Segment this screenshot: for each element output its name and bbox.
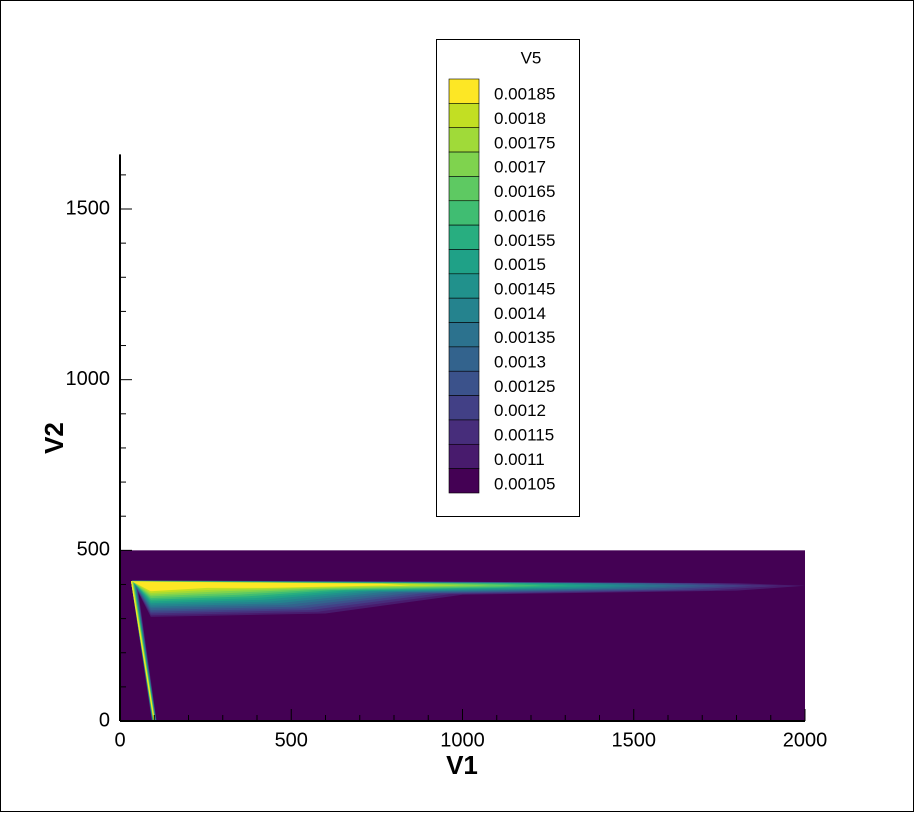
- legend-title: V5: [521, 48, 542, 67]
- legend-swatch: [448, 395, 480, 421]
- contour-region: [131, 581, 155, 721]
- legend-swatch: [448, 249, 480, 275]
- legend-swatch: [448, 103, 480, 129]
- legend-swatch: [448, 443, 480, 469]
- x-tick-label: 0: [114, 729, 125, 751]
- legend-swatch: [448, 151, 480, 177]
- contour-field: [120, 550, 805, 721]
- legend-swatch: [448, 176, 480, 202]
- y-tick-label: 0: [99, 709, 110, 731]
- y-tick-label: 1000: [66, 368, 111, 390]
- legend-label: 0.0016: [494, 206, 546, 225]
- legend-label: 0.0013: [494, 353, 546, 372]
- legend-label: 0.00115: [494, 426, 554, 445]
- x-tick-label: 500: [275, 729, 308, 751]
- legend-swatch: [448, 200, 480, 226]
- legend-label: 0.0012: [494, 401, 546, 420]
- y-axis-title: V2: [39, 422, 69, 454]
- x-axis-title: V1: [446, 750, 478, 780]
- legend-label: 0.00145: [494, 279, 555, 298]
- legend-label: 0.00165: [494, 182, 555, 201]
- legend-label: 0.0014: [494, 304, 546, 323]
- legend-label: 0.00135: [494, 328, 555, 347]
- legend-label: 0.0018: [494, 109, 546, 128]
- legend-swatch: [448, 297, 480, 323]
- legend-swatch: [448, 370, 480, 396]
- x-tick-label: 1000: [440, 729, 485, 751]
- legend-swatch: [448, 419, 480, 445]
- legend-swatch: [448, 322, 480, 348]
- legend-label: 0.0015: [494, 255, 546, 274]
- legend-swatch: [448, 78, 480, 104]
- contour-region: [120, 550, 805, 721]
- legend-swatch: [448, 468, 480, 494]
- y-tick-label: 500: [77, 539, 110, 561]
- legend-label: 0.0017: [494, 158, 546, 177]
- axes: 0 500 1000 1500 2000 0 500 1000 1500: [66, 154, 828, 751]
- contour-region: [132, 581, 412, 592]
- legend-label: 0.0011: [494, 450, 545, 469]
- legend-swatch: [448, 273, 480, 299]
- legend-label: 0.00175: [494, 133, 555, 152]
- legend-label: 0.00185: [494, 85, 555, 104]
- legend-swatch: [448, 224, 480, 250]
- legend-swatch: [448, 346, 480, 372]
- legend-label: 0.00155: [494, 231, 555, 250]
- y-tick-label: 1500: [66, 197, 111, 219]
- x-tick-label: 1500: [612, 729, 657, 751]
- legend: 0.00185 0.0018 0.00175 0.0017 0.00165 0.0016 0…: [448, 78, 555, 494]
- x-tick-label: 2000: [783, 729, 828, 751]
- legend-swatch: [448, 127, 480, 153]
- legend-label: 0.00125: [494, 377, 555, 396]
- legend-label: 0.00105: [494, 474, 555, 493]
